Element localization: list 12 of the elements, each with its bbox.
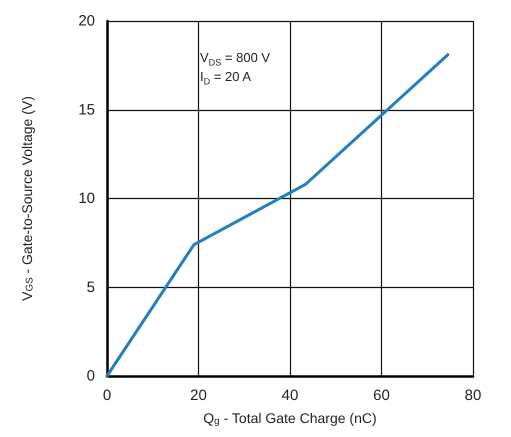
y-tick-label: 0 — [86, 368, 95, 384]
y-tick-label: 20 — [78, 12, 95, 30]
x-tick-label: 60 — [373, 387, 390, 404]
y-tick-label: 15 — [78, 101, 95, 118]
line-series — [106, 53, 450, 378]
x-tick-label: 40 — [282, 387, 298, 404]
x-tick-label: 80 — [464, 387, 482, 404]
x-tick-label: 0 — [102, 387, 112, 404]
y-tick-label: 5 — [86, 278, 95, 296]
y-axis-title: VGS - Gate-to-Source Voltage (V) — [18, 96, 36, 301]
y-tick-label: 10 — [78, 190, 95, 207]
x-tick-label: 20 — [190, 387, 207, 404]
